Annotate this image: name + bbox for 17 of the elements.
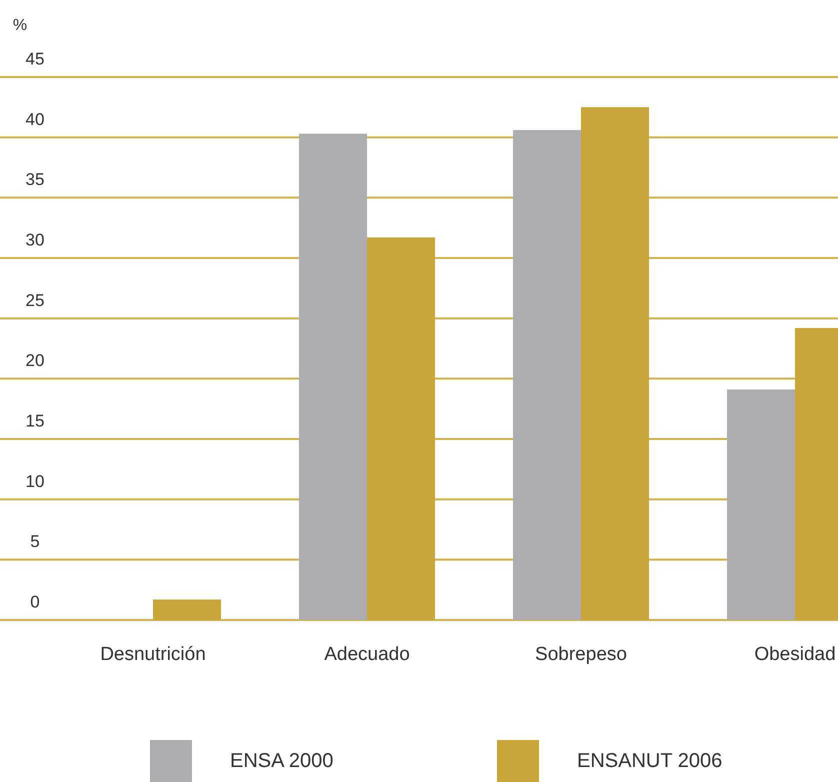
y-tick-label: 20 [26,351,44,370]
y-tick-label: 45 [26,49,44,68]
legend-label: ENSA 2000 [230,750,334,772]
y-tick-label: 10 [26,472,44,491]
x-tick-label: Adecuado [324,644,410,665]
y-axis-title: % [12,17,28,34]
y-tick-label: 35 [26,170,44,190]
y-tick-label: 40 [26,110,44,129]
legend-label: ENSANUT 2006 [577,750,722,772]
y-tick-label: 5 [30,532,40,552]
x-tick-label: Sobrepeso [535,644,627,665]
y-tick-label: 15 [26,411,44,430]
x-tick-label: Desnutrición [100,644,206,665]
y-tick-label: 25 [26,290,44,310]
y-tick-label: 0 [30,592,40,612]
x-tick-label: Obesidad [754,644,836,665]
y-tick-label: 30 [26,230,44,250]
